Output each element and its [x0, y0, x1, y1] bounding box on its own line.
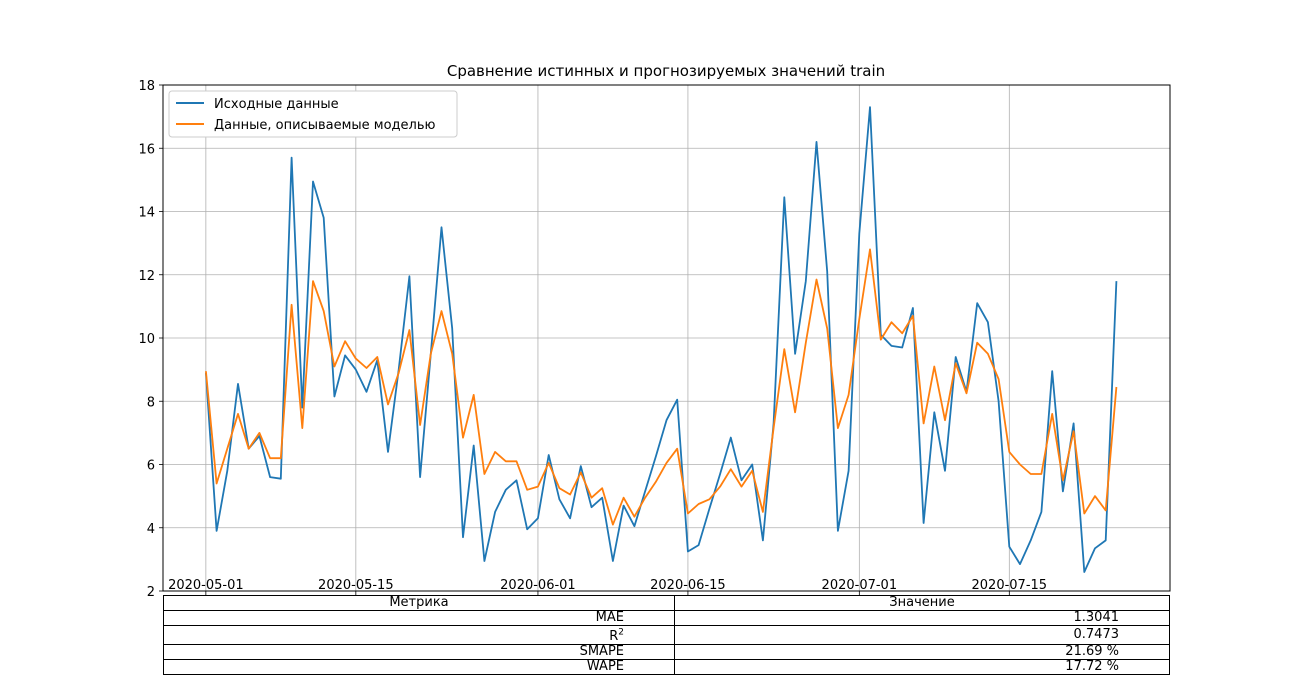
metric-name: SMAPE — [163, 644, 675, 661]
y-tick-label: 6 — [147, 459, 155, 474]
metric-value: 1.3041 — [674, 610, 1170, 626]
series-line-2 — [205, 248, 1118, 526]
x-tick-label: 2020-07-15 — [972, 578, 1048, 593]
y-tick-label: 14 — [138, 206, 155, 221]
legend-frame — [168, 90, 458, 138]
x-tick-label: 2020-07-01 — [822, 578, 898, 593]
y-tick-label: 4 — [147, 522, 155, 537]
grid — [163, 84, 1170, 592]
legend: Исходные данные Данные, описываемые моде… — [168, 90, 458, 138]
chart-title: Сравнение истинных и прогнозируемых знач… — [447, 62, 885, 80]
x-tick-label: 2020-05-01 — [168, 578, 244, 593]
metric-value: 21.69 % — [674, 644, 1170, 661]
x-tick-label: 2020-05-15 — [318, 578, 394, 593]
legend-label-series-1: Исходные данные — [214, 97, 339, 112]
metric-name: MAE — [163, 610, 675, 626]
metrics-table: Метрика Значение MAE 1.3041 R2 0.7473 SM… — [163, 595, 1170, 676]
y-tick-label: 10 — [138, 332, 155, 347]
y-tick-label: 16 — [138, 142, 155, 157]
y-tick-label: 12 — [138, 269, 155, 284]
x-tick-label: 2020-06-15 — [650, 578, 726, 593]
metric-name: WAPE — [163, 659, 675, 676]
table-row: SMAPE 21.69 % — [163, 644, 1170, 661]
y-tick-label: 18 — [138, 79, 155, 94]
ticks: 2 4 6 8 10 12 14 16 18 2020-05-01 2020-05-15 2020-0… — [138, 79, 1047, 600]
y-tick-label: 2 — [147, 585, 155, 600]
table-row: WAPE 17.72 % — [163, 659, 1170, 676]
series-group — [205, 106, 1118, 573]
x-tick-label: 2020-06-01 — [500, 578, 576, 593]
legend-label-series-2: Данные, описываемые моделью — [214, 118, 436, 133]
header-metric: Метрика — [163, 595, 675, 611]
metric-name: R2 — [163, 624, 675, 646]
y-tick-label: 8 — [147, 395, 155, 410]
table-row: MAE 1.3041 — [163, 610, 1170, 626]
header-value: Значение — [674, 595, 1170, 611]
series-line-1 — [205, 106, 1118, 573]
metric-value: 0.7473 — [674, 624, 1170, 646]
table-row: R2 0.7473 — [163, 624, 1170, 646]
metric-value: 17.72 % — [674, 659, 1170, 676]
table-header-row: Метрика Значение — [163, 595, 1170, 611]
r-squared-label: R2 — [609, 628, 624, 645]
